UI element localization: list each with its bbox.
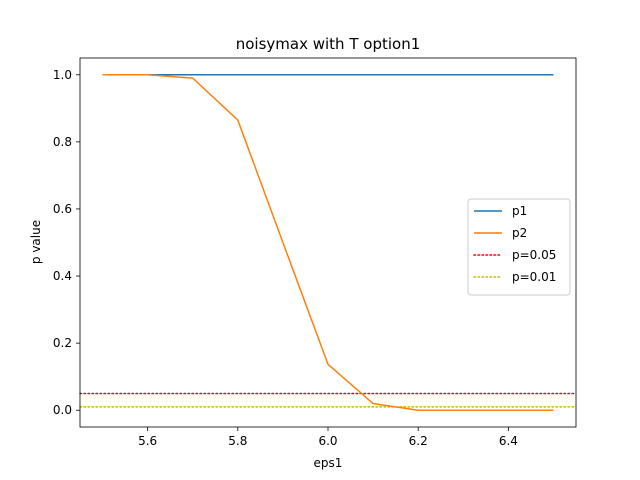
x-tick-label: 6.0 [318,434,337,448]
y-axis-label: p value [29,220,43,264]
x-tick-label: 5.8 [228,434,247,448]
y-tick-label: 0.2 [53,336,72,350]
legend-box [467,198,571,296]
y-tick-label: 1.0 [53,68,72,82]
x-tick-label: 6.4 [499,434,518,448]
series-line-p2 [102,74,554,411]
legend-label: p=0.01 [512,270,556,284]
y-tick-label: 0.6 [53,202,72,216]
legend-label: p1 [512,204,527,218]
x-axis-label: eps1 [314,456,343,470]
chart-title: noisymax with T option1 [236,35,421,53]
legend-label: p=0.05 [512,248,556,262]
x-tick-label: 6.2 [409,434,428,448]
legend-label: p2 [512,226,527,240]
y-tick-label: 0.4 [53,269,72,283]
y-tick-label: 0.0 [53,403,72,417]
x-tick-label: 5.6 [138,434,157,448]
y-tick-label: 0.8 [53,135,72,149]
